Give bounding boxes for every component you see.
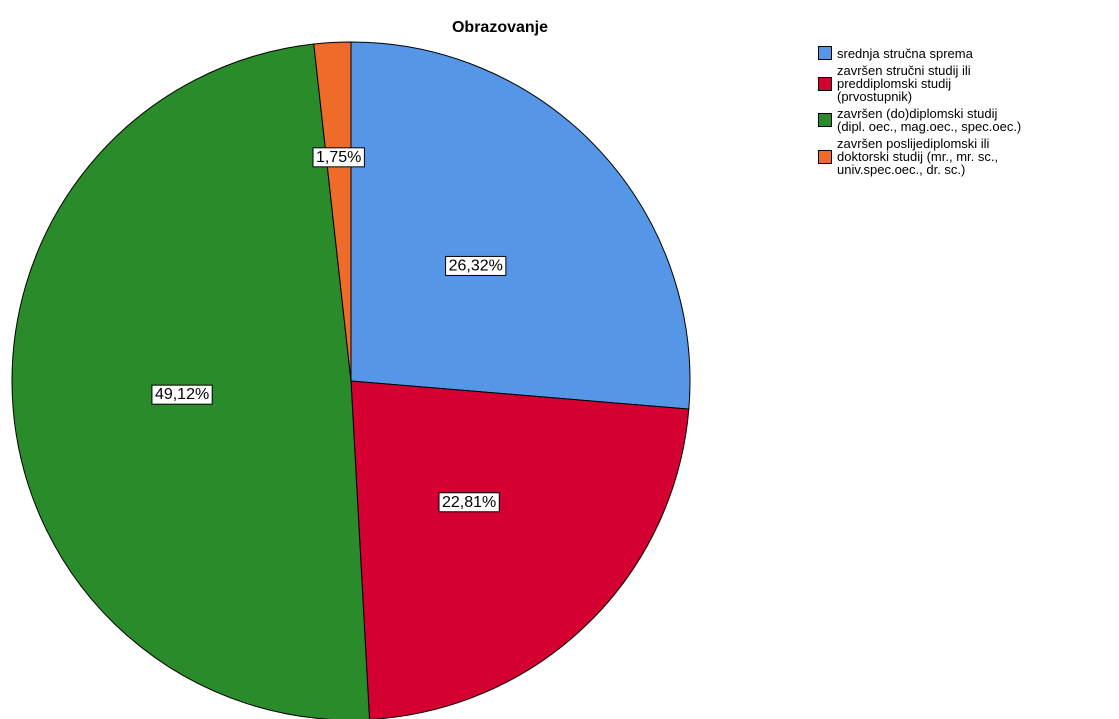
legend-item: završen (do)diplomski studij (dipl. oec.… <box>818 107 1021 133</box>
legend-label: srednja stručna sprema <box>837 45 973 61</box>
data-label: 22,81% <box>442 494 496 511</box>
pie-slice <box>11 43 370 719</box>
legend-label: završen stručni studij ili preddiplomski… <box>837 63 971 104</box>
legend-label: završen (do)diplomski studij (dipl. oec.… <box>837 106 1022 134</box>
data-label-box <box>151 384 213 405</box>
data-label: 49,12% <box>155 386 209 403</box>
legend-swatch <box>818 113 832 127</box>
legend-item: srednja stručna sprema <box>818 46 1021 60</box>
legend: srednja stručna sprema završen stručni st… <box>818 46 1021 180</box>
data-label-box <box>445 255 507 276</box>
pie-slice <box>313 41 352 382</box>
chart-title: Obrazovanje <box>452 19 548 36</box>
legend-item: završen poslijediplomski ili doktorski s… <box>818 137 1021 176</box>
legend-swatch <box>818 76 832 91</box>
pie-slice <box>350 41 691 410</box>
data-label-box <box>438 492 500 513</box>
legend-swatch <box>818 149 832 164</box>
data-label: 1,75% <box>316 149 361 166</box>
legend-label: završen poslijediplomski ili doktorski s… <box>837 136 999 177</box>
data-label-box <box>312 147 365 168</box>
data-label: 26,32% <box>449 257 503 274</box>
legend-swatch <box>818 46 832 60</box>
pie-slice <box>350 380 690 719</box>
legend-item: završen stručni studij ili preddiplomski… <box>818 64 1021 103</box>
